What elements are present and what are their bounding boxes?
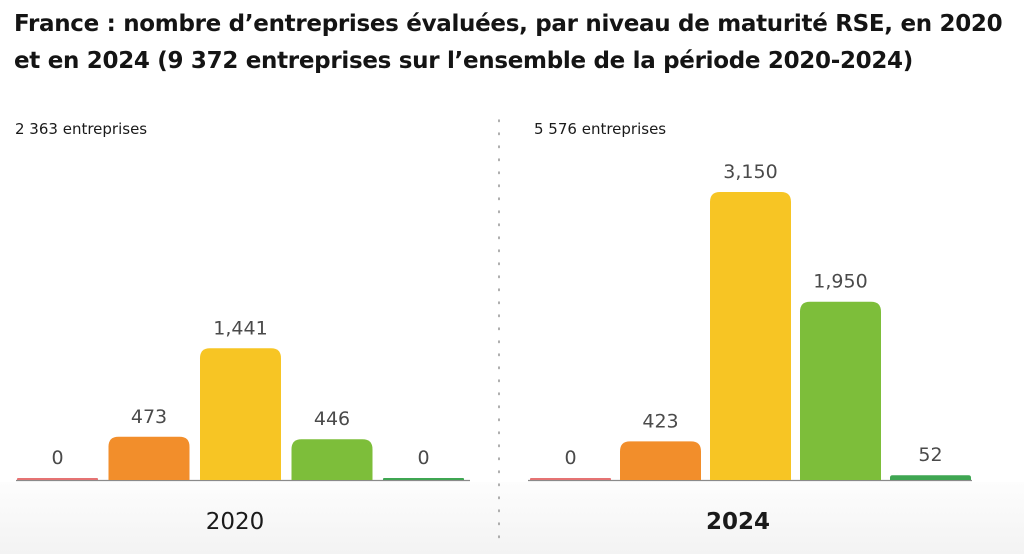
bar-2024-level-1 <box>530 478 611 480</box>
value-label-2024-level-1: 0 <box>564 447 576 469</box>
value-label-2024-level-5: 52 <box>918 444 942 466</box>
bar-2020-level-5 <box>383 478 464 480</box>
value-label-2020-level-1: 0 <box>51 447 63 469</box>
value-label-2020-level-5: 0 <box>417 447 429 469</box>
panel-2020-total: 2 363 entreprises <box>15 120 148 138</box>
value-label-2020-level-2: 473 <box>131 406 167 428</box>
bottom-background <box>0 482 1024 554</box>
bar-2024-level-3 <box>710 192 791 480</box>
year-label-2024: 2024 <box>706 509 770 535</box>
bar-2024-level-4 <box>800 301 881 480</box>
value-label-2024-level-4: 1,950 <box>813 271 867 293</box>
bar-2024-level-2 <box>620 441 701 480</box>
panel-2024-total: 5 576 entreprises <box>534 120 667 138</box>
value-label-2024-level-2: 423 <box>642 410 678 432</box>
value-label-2020-level-4: 446 <box>314 408 350 430</box>
value-label-2024-level-3: 3,150 <box>723 161 777 183</box>
year-label-2020: 2020 <box>206 509 265 535</box>
bar-2020-level-1 <box>17 478 98 480</box>
value-label-2020-level-3: 1,441 <box>213 317 267 339</box>
bar-2024-level-5 <box>890 475 971 480</box>
bar-2020-level-3 <box>200 348 281 480</box>
chart-title: France : nombre d’entreprises évaluées, … <box>14 11 1003 74</box>
bar-2020-level-2 <box>108 436 190 480</box>
bar-2020-level-4 <box>291 439 373 480</box>
